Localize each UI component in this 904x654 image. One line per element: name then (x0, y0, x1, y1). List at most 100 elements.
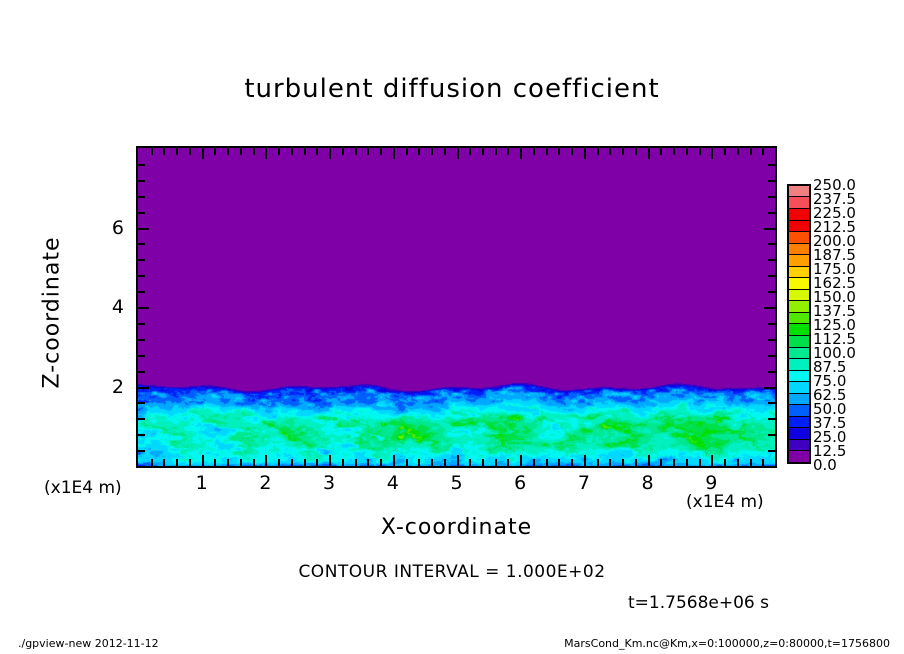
x-tick-mark (380, 459, 383, 466)
x-axis-title: X-coordinate (380, 515, 533, 540)
x-tick-mark-top (150, 148, 153, 155)
x-tick-label: 8 (641, 472, 654, 494)
x-tick-mark-top (456, 148, 459, 159)
y-tick-mark-right (768, 211, 775, 214)
colorbar-cell (789, 439, 809, 452)
y-tick-mark (138, 370, 145, 373)
y-tick-mark-right (768, 275, 775, 278)
colorbar-level-label: 112.5 (813, 330, 856, 348)
x-unit-label-right: (x1E4 m) (686, 492, 764, 512)
x-tick-mark (724, 459, 727, 466)
y-tick-mark (138, 354, 145, 357)
colorbar-cell (789, 451, 809, 462)
x-tick-mark (392, 455, 395, 466)
colorbar-cell (789, 393, 809, 406)
x-tick-mark (405, 459, 408, 466)
time-stamp-label: t=1.7568e+06 s (628, 593, 769, 613)
x-tick-mark (239, 459, 242, 466)
colorbar-cell (789, 428, 809, 440)
y-tick-label: 6 (111, 216, 124, 239)
y-tick-label: 4 (111, 296, 124, 318)
x-tick-mark (634, 459, 637, 466)
colorbar-level-label: 12.5 (813, 442, 847, 460)
y-tick-mark (138, 243, 145, 246)
x-tick-mark (622, 459, 625, 466)
colorbar-cell (789, 382, 809, 394)
y-tick-mark (138, 163, 145, 166)
colorbar-level-label: 100.0 (813, 344, 856, 362)
y-tick-mark-right (768, 434, 775, 437)
x-tick-mark (278, 459, 281, 466)
y-tick-mark (138, 386, 149, 389)
colorbar-tick-labels: 250.0 237.5 225.0 212.5 200.0 187.5 175.0 162.5… (813, 176, 883, 474)
colorbar-level-label: 237.5 (813, 190, 856, 208)
x-tick-mark (736, 459, 739, 466)
x-tick-mark-top (481, 148, 484, 155)
x-tick-mark-top (392, 148, 395, 159)
x-tick-label: 5 (450, 472, 463, 494)
x-tick-mark-top (494, 148, 497, 155)
x-tick-mark-top (367, 148, 370, 155)
y-tick-mark-right (764, 307, 775, 309)
x-tick-mark-top (507, 148, 510, 155)
x-tick-mark (698, 459, 701, 466)
colorbar-level-label: 212.5 (813, 218, 856, 236)
colorbar-cell (789, 301, 809, 313)
colorbar-level-label: 187.5 (813, 246, 856, 264)
x-tick-mark-top (278, 148, 281, 155)
colorbar-level-label: 200.0 (813, 232, 856, 250)
x-tick-mark-top (188, 148, 191, 155)
x-tick-mark-top (634, 148, 637, 155)
colorbar-cell (789, 266, 809, 279)
colorbar-level-label: 137.5 (813, 302, 856, 320)
y-tick-mark (138, 227, 149, 230)
colorbar (787, 184, 811, 464)
x-tick-mark-top (431, 148, 434, 155)
y-tick-mark-right (768, 291, 775, 294)
y-tick-mark (138, 179, 145, 182)
x-tick-mark (354, 459, 357, 466)
x-tick-mark (188, 459, 191, 466)
x-tick-mark (290, 459, 293, 466)
y-tick-mark (138, 275, 145, 278)
x-tick-mark-top (354, 148, 357, 155)
x-tick-mark-top (736, 148, 739, 155)
x-tick-mark (329, 455, 332, 466)
x-tick-mark-top (252, 148, 255, 155)
y-tick-mark-right (768, 338, 775, 341)
y-tick-mark-right (768, 402, 775, 405)
x-tick-mark-top (571, 148, 574, 155)
x-tick-mark (545, 459, 548, 466)
x-tick-mark-top (583, 148, 586, 159)
x-tick-mark-top (647, 148, 650, 159)
x-tick-mark-top (685, 148, 688, 155)
x-tick-mark (227, 459, 230, 466)
x-tick-mark (481, 459, 484, 466)
colorbar-cell (789, 405, 809, 417)
x-tick-mark-top (329, 148, 332, 159)
colorbar-level-label: 225.0 (813, 204, 856, 222)
colorbar-level-label: 75.0 (813, 372, 847, 390)
x-tick-mark-top (558, 148, 561, 155)
x-tick-mark (431, 459, 434, 466)
x-tick-mark-top (673, 148, 676, 155)
x-tick-label: 3 (323, 472, 336, 494)
colorbar-cell (789, 197, 809, 209)
x-tick-mark-top (762, 148, 765, 155)
colorbar-level-label: 150.0 (813, 288, 856, 306)
x-tick-mark (443, 459, 446, 466)
x-tick-mark (673, 459, 676, 466)
x-tick-mark (341, 459, 344, 466)
x-tick-mark-top (545, 148, 548, 155)
y-tick-mark-right (764, 386, 775, 389)
colorbar-cell (789, 220, 809, 233)
y-tick-mark (138, 211, 145, 214)
footer-source-label: MarsCond_Km.nc@Km,x=0:100000,z=0:80000,t… (564, 637, 890, 650)
y-tick-mark-right (768, 322, 775, 325)
x-tick-mark (456, 455, 459, 466)
colorbar-level-label: 125.0 (813, 316, 856, 334)
x-tick-mark-top (163, 148, 166, 155)
x-tick-mark (583, 455, 586, 466)
x-tick-mark (418, 459, 421, 466)
y-tick-mark-right (764, 227, 775, 230)
